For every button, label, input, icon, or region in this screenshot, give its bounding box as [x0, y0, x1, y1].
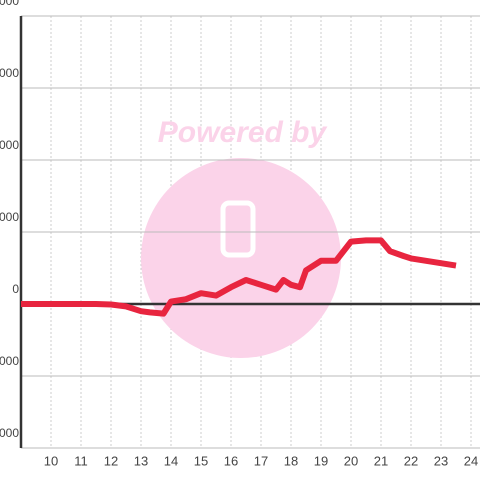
- y-tick-label: 0: [12, 282, 19, 296]
- y-tick-label: 12,000: [0, 0, 19, 8]
- y-tick-label: -3,000: [0, 354, 19, 368]
- x-tick-label: 11: [74, 453, 88, 468]
- x-tick-label: 21: [374, 453, 388, 468]
- watermark-phone: [220, 200, 256, 258]
- x-tick-label: 20: [344, 453, 358, 468]
- x-tick-label: 16: [224, 453, 238, 468]
- y-tick-label: 9,000: [0, 66, 19, 80]
- x-tick-label: 17: [254, 453, 268, 468]
- watermark-circle: [141, 158, 341, 358]
- watermark: Powered by: [141, 116, 341, 358]
- x-tick-label: 24: [464, 453, 478, 468]
- x-tick-label: 23: [434, 453, 448, 468]
- y-tick-label: 3,000: [0, 210, 19, 224]
- x-tick-label: 14: [164, 453, 178, 468]
- x-tick-label: 19: [314, 453, 328, 468]
- y-tick-label: -6,000: [0, 426, 19, 440]
- data-line: [21, 237, 457, 317]
- x-tick-label: 18: [284, 453, 298, 468]
- x-tick-label: 13: [134, 453, 148, 468]
- x-tick-label: 10: [44, 453, 58, 468]
- x-tick-label: 12: [104, 453, 118, 468]
- watermark-text: Powered by: [158, 116, 328, 149]
- x-tick-label: 15: [194, 453, 208, 468]
- y-tick-label: 6,000: [0, 138, 19, 152]
- x-tick-label: 22: [404, 453, 418, 468]
